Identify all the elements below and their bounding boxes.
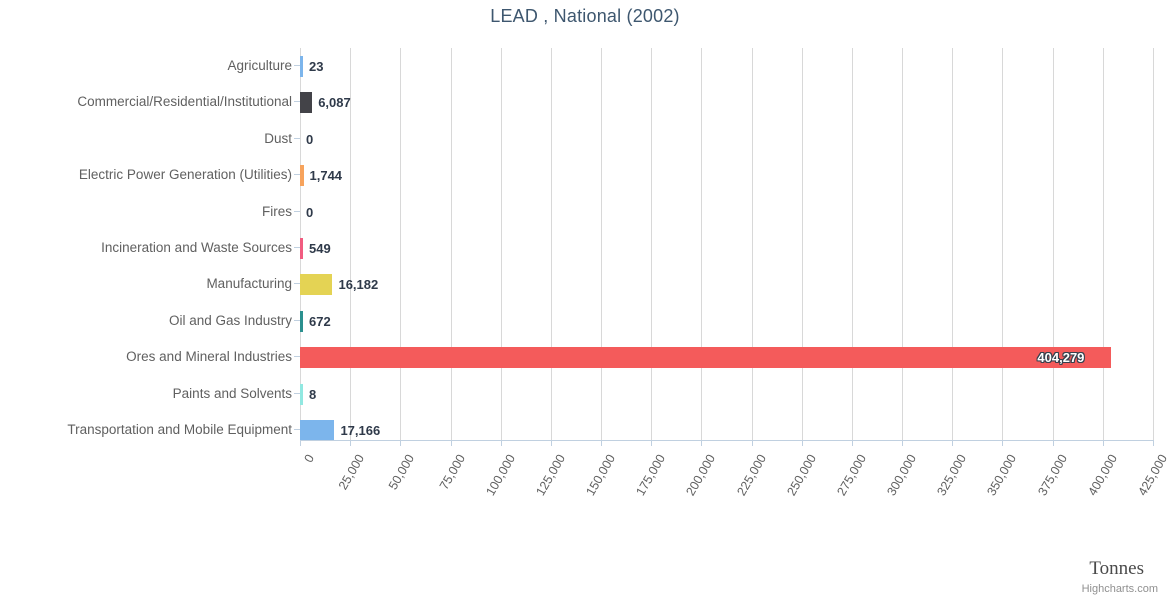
y-axis-tick xyxy=(294,247,300,248)
gridline xyxy=(751,48,753,440)
category-label: Ores and Mineral Industries xyxy=(126,349,292,365)
chart-category-row: Oil and Gas Industry 672 xyxy=(0,303,1170,339)
category-label: Electric Power Generation (Utilities) xyxy=(78,167,292,183)
bar[interactable] xyxy=(300,56,303,77)
category-label: Manufacturing xyxy=(206,276,292,292)
y-axis-tick xyxy=(294,429,300,430)
x-axis-tick xyxy=(450,440,452,446)
category-label: Paints and Solvents xyxy=(172,385,292,401)
category-label: Oil and Gas Industry xyxy=(168,312,292,328)
x-axis-tick xyxy=(851,440,853,446)
y-axis-tick xyxy=(294,137,300,139)
x-axis-tick xyxy=(902,440,904,446)
chart-category-row: Transportation and Mobile Equipment 17,16… xyxy=(0,412,1170,448)
chart-category-row: Manufacturing 16,182 xyxy=(0,266,1170,302)
bar-value-label: 23 xyxy=(309,59,324,74)
category-label: Incineration and Waste Sources xyxy=(101,240,292,255)
highcharts-credits[interactable]: Highcharts.com xyxy=(1081,583,1158,595)
x-axis-tick xyxy=(801,440,803,446)
bar[interactable] xyxy=(300,310,303,332)
chart-category-row: Dust 0 xyxy=(0,121,1170,157)
category-label: Transportation and Mobile Equipment xyxy=(67,422,292,437)
x-axis-tick xyxy=(601,440,603,446)
bar[interactable] xyxy=(300,238,303,259)
chart-category-row: Electric Power Generation (Utilities) 1,7… xyxy=(0,157,1170,193)
gridline xyxy=(701,48,703,440)
gridline xyxy=(601,48,603,440)
category-label: Agriculture xyxy=(227,58,292,73)
x-axis-tick xyxy=(550,440,552,446)
x-axis-tick xyxy=(1153,440,1154,446)
x-axis-line xyxy=(300,440,1153,441)
x-axis-tick xyxy=(701,440,703,446)
chart-category-row: Agriculture 23 xyxy=(0,48,1170,84)
y-axis-tick xyxy=(294,356,300,358)
bar-value-label: 16,182 xyxy=(338,277,379,293)
y-axis-tick xyxy=(294,65,300,66)
gridline xyxy=(651,48,653,440)
category-label: Commercial/Residential/Institutional xyxy=(77,94,292,110)
bar[interactable] xyxy=(300,383,303,405)
chart-category-row: Incineration and Waste Sources 549 xyxy=(0,230,1170,266)
gridline xyxy=(350,48,352,440)
chart-title: LEAD , National (2002) xyxy=(490,6,680,26)
bar-value-label: 8 xyxy=(309,386,317,402)
gridline xyxy=(1002,48,1004,440)
bar-value-label: 0 xyxy=(306,204,314,220)
chart-category-row: Commercial/Residential/Institutional 6,08… xyxy=(0,84,1170,120)
y-axis-tick xyxy=(294,319,300,321)
bar-value-label: 672 xyxy=(309,313,331,329)
gridline xyxy=(550,48,552,440)
gridline xyxy=(400,48,402,440)
x-axis-tick xyxy=(400,440,402,446)
gridline xyxy=(1052,48,1054,440)
bar-value-label: 549 xyxy=(309,241,331,256)
gridline xyxy=(851,48,853,440)
chart-category-row: Fires 0 xyxy=(0,194,1170,230)
bar-value-label: 1,744 xyxy=(309,168,343,184)
bar[interactable] xyxy=(300,274,333,296)
y-axis-tick xyxy=(294,210,300,212)
bar-value-label: 404,279 xyxy=(1037,350,1085,366)
x-axis-tick xyxy=(500,440,502,446)
x-axis-tick xyxy=(1102,440,1104,446)
chart-category-row: Ores and Mineral Industries 404,279 xyxy=(0,339,1170,375)
bar-value-label: 6,087 xyxy=(318,95,351,111)
x-axis-tick xyxy=(1002,440,1004,446)
x-axis-tick xyxy=(1052,440,1054,446)
y-axis-tick xyxy=(294,392,300,394)
x-axis-tick xyxy=(350,440,352,446)
bar[interactable] xyxy=(300,92,313,114)
x-axis-tick xyxy=(300,440,301,446)
x-axis-tick xyxy=(651,440,653,446)
plot-area xyxy=(300,48,1154,440)
gridline xyxy=(500,48,502,440)
bar[interactable] xyxy=(300,420,335,441)
x-axis-title: Tonnes xyxy=(1089,558,1144,579)
x-axis-tick xyxy=(751,440,753,446)
bar-value-label: 0 xyxy=(306,131,314,147)
gridline xyxy=(801,48,803,440)
y-axis-tick xyxy=(294,101,300,103)
gridline xyxy=(902,48,904,440)
gridline xyxy=(1102,48,1104,440)
x-axis-tick xyxy=(952,440,954,446)
category-label: Fires xyxy=(262,203,292,219)
gridline xyxy=(450,48,452,440)
y-axis-tick xyxy=(294,283,300,285)
gridline xyxy=(1153,48,1154,440)
gridline xyxy=(952,48,954,440)
y-axis-tick xyxy=(294,174,300,176)
bar[interactable] xyxy=(300,347,1112,369)
bar-value-label: 17,166 xyxy=(340,423,381,438)
bar[interactable] xyxy=(300,165,304,187)
category-label: Dust xyxy=(264,130,292,146)
chart-category-row: Paints and Solvents 8 xyxy=(0,376,1170,412)
